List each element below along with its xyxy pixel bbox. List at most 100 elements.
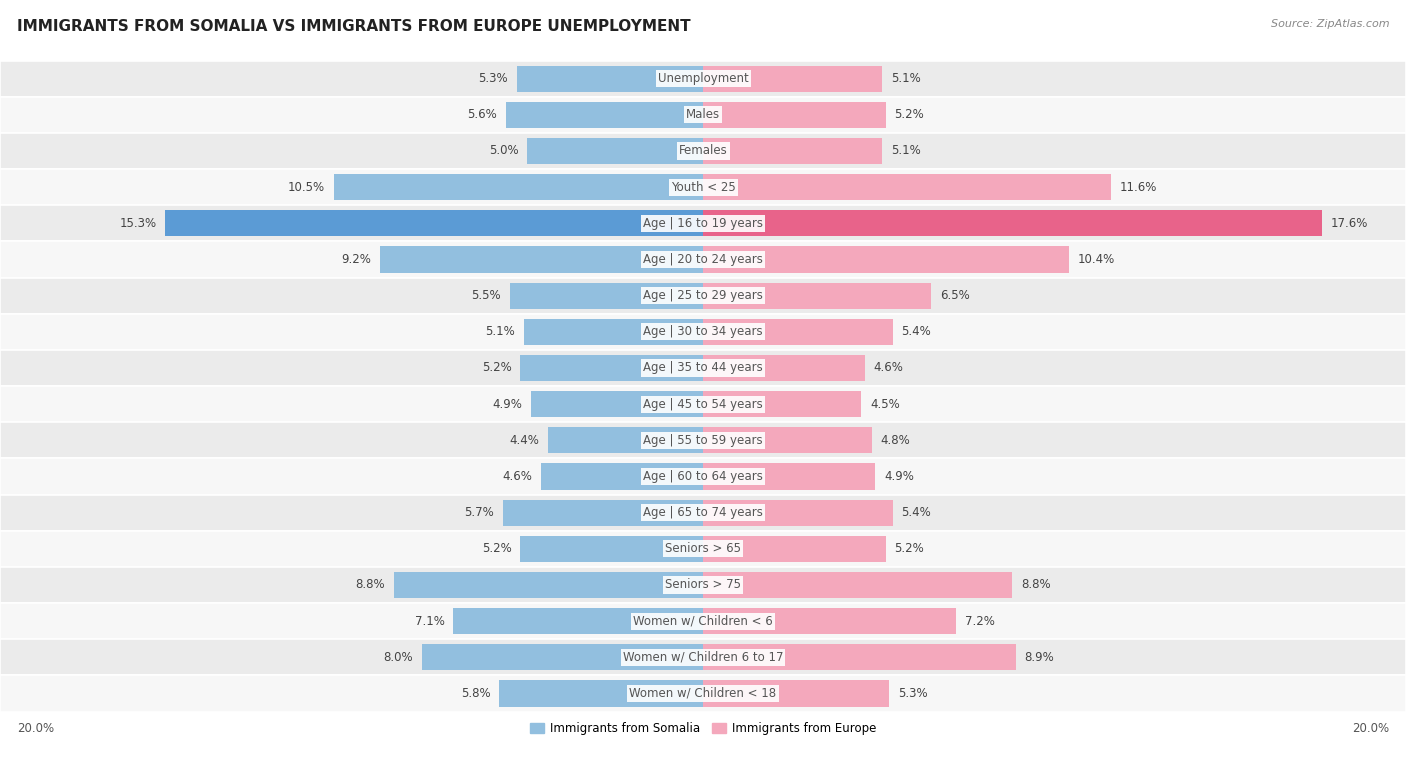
Bar: [703, 282, 932, 309]
Bar: [703, 681, 889, 706]
Text: Youth < 25: Youth < 25: [671, 181, 735, 194]
Text: Women w/ Children < 18: Women w/ Children < 18: [630, 687, 776, 700]
Text: 5.1%: 5.1%: [485, 326, 515, 338]
Text: 5.1%: 5.1%: [891, 145, 921, 157]
Text: Source: ZipAtlas.com: Source: ZipAtlas.com: [1271, 19, 1389, 29]
Legend: Immigrants from Somalia, Immigrants from Europe: Immigrants from Somalia, Immigrants from…: [524, 718, 882, 740]
Text: 5.5%: 5.5%: [471, 289, 501, 302]
Text: Age | 55 to 59 years: Age | 55 to 59 years: [643, 434, 763, 447]
Text: 5.1%: 5.1%: [891, 72, 921, 85]
Bar: [0, 531, 1406, 567]
Bar: [703, 247, 1069, 273]
Text: Age | 16 to 19 years: Age | 16 to 19 years: [643, 217, 763, 230]
Text: 8.8%: 8.8%: [1021, 578, 1050, 591]
Text: 4.8%: 4.8%: [880, 434, 910, 447]
Bar: [548, 427, 703, 453]
Text: 5.8%: 5.8%: [461, 687, 491, 700]
Bar: [703, 319, 893, 345]
Text: 6.5%: 6.5%: [941, 289, 970, 302]
Bar: [0, 459, 1406, 494]
Text: Age | 45 to 54 years: Age | 45 to 54 years: [643, 397, 763, 410]
Text: 4.6%: 4.6%: [873, 362, 903, 375]
Text: Seniors > 65: Seniors > 65: [665, 542, 741, 556]
Text: Seniors > 75: Seniors > 75: [665, 578, 741, 591]
Bar: [166, 210, 703, 236]
Text: 11.6%: 11.6%: [1119, 181, 1157, 194]
Text: Age | 35 to 44 years: Age | 35 to 44 years: [643, 362, 763, 375]
Text: 4.6%: 4.6%: [503, 470, 533, 483]
Text: 4.9%: 4.9%: [492, 397, 522, 410]
Text: 15.3%: 15.3%: [120, 217, 156, 230]
Bar: [703, 427, 872, 453]
Text: Age | 65 to 74 years: Age | 65 to 74 years: [643, 506, 763, 519]
Bar: [0, 603, 1406, 639]
Bar: [541, 463, 703, 490]
Bar: [703, 210, 1322, 236]
Bar: [0, 675, 1406, 712]
Bar: [0, 494, 1406, 531]
Text: 5.2%: 5.2%: [894, 108, 924, 121]
Bar: [703, 391, 860, 417]
Bar: [531, 391, 703, 417]
Bar: [0, 61, 1406, 97]
Bar: [703, 608, 956, 634]
Bar: [524, 319, 703, 345]
Bar: [0, 422, 1406, 459]
Bar: [703, 644, 1015, 671]
Bar: [454, 608, 703, 634]
Bar: [520, 536, 703, 562]
Text: 5.0%: 5.0%: [489, 145, 519, 157]
Text: 4.4%: 4.4%: [510, 434, 540, 447]
Text: 8.8%: 8.8%: [356, 578, 385, 591]
Text: Females: Females: [679, 145, 727, 157]
Text: 8.9%: 8.9%: [1025, 651, 1054, 664]
Bar: [0, 205, 1406, 241]
Bar: [703, 355, 865, 381]
Bar: [506, 101, 703, 128]
Bar: [703, 101, 886, 128]
Bar: [0, 639, 1406, 675]
Bar: [394, 572, 703, 598]
Text: 4.9%: 4.9%: [884, 470, 914, 483]
Text: Women w/ Children 6 to 17: Women w/ Children 6 to 17: [623, 651, 783, 664]
Text: Age | 20 to 24 years: Age | 20 to 24 years: [643, 253, 763, 266]
Text: 20.0%: 20.0%: [1353, 721, 1389, 735]
Text: 5.3%: 5.3%: [898, 687, 928, 700]
Bar: [527, 138, 703, 164]
Bar: [0, 567, 1406, 603]
Bar: [703, 138, 883, 164]
Text: 7.2%: 7.2%: [965, 615, 994, 628]
Text: 10.5%: 10.5%: [288, 181, 325, 194]
Bar: [0, 241, 1406, 278]
Bar: [380, 247, 703, 273]
Bar: [0, 133, 1406, 169]
Bar: [703, 500, 893, 525]
Text: 17.6%: 17.6%: [1330, 217, 1368, 230]
Bar: [517, 66, 703, 92]
Text: 9.2%: 9.2%: [342, 253, 371, 266]
Text: Age | 30 to 34 years: Age | 30 to 34 years: [643, 326, 763, 338]
Bar: [703, 536, 886, 562]
Text: 5.2%: 5.2%: [894, 542, 924, 556]
Text: 5.7%: 5.7%: [464, 506, 494, 519]
Text: 10.4%: 10.4%: [1077, 253, 1115, 266]
Bar: [499, 681, 703, 706]
Bar: [0, 313, 1406, 350]
Bar: [0, 278, 1406, 313]
Bar: [0, 169, 1406, 205]
Bar: [703, 174, 1111, 200]
Text: Women w/ Children < 6: Women w/ Children < 6: [633, 615, 773, 628]
Bar: [703, 572, 1012, 598]
Text: 20.0%: 20.0%: [17, 721, 53, 735]
Text: 8.0%: 8.0%: [384, 651, 413, 664]
Text: 5.4%: 5.4%: [901, 326, 931, 338]
Bar: [520, 355, 703, 381]
Text: 7.1%: 7.1%: [415, 615, 444, 628]
Bar: [0, 386, 1406, 422]
Bar: [510, 282, 703, 309]
Text: Age | 25 to 29 years: Age | 25 to 29 years: [643, 289, 763, 302]
Text: Age | 60 to 64 years: Age | 60 to 64 years: [643, 470, 763, 483]
Bar: [0, 350, 1406, 386]
Bar: [703, 463, 875, 490]
Bar: [703, 66, 883, 92]
